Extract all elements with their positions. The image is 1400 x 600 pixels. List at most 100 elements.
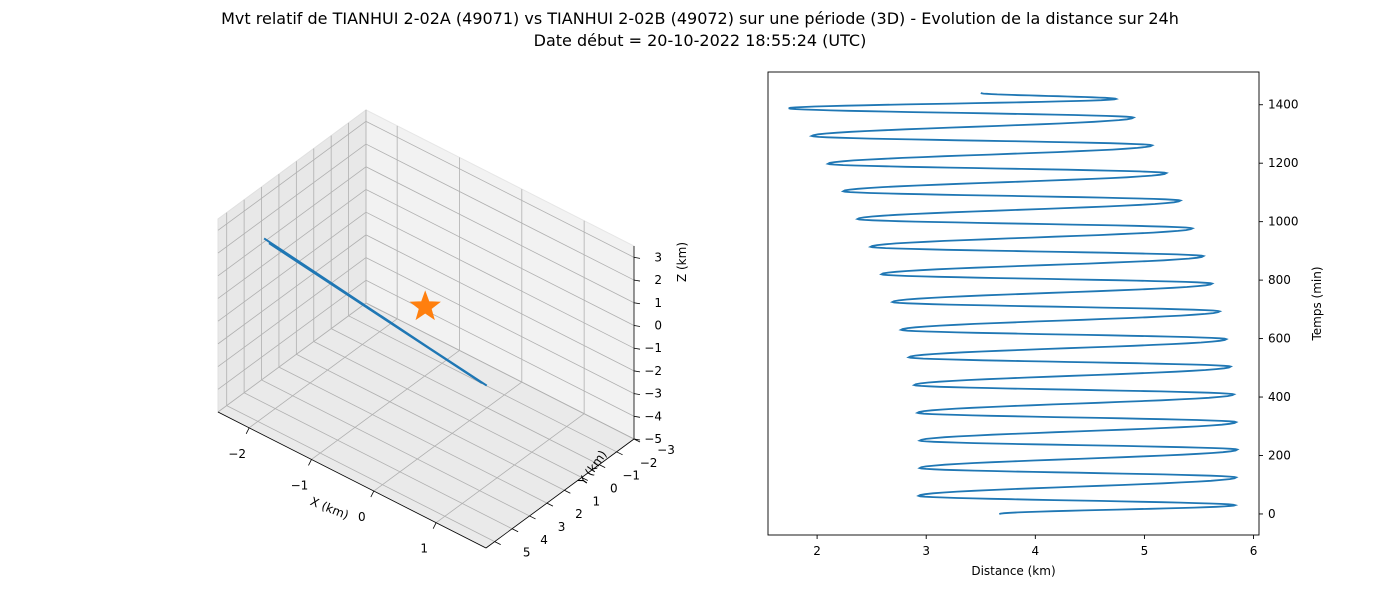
- grid-floor-y: [313, 341, 582, 478]
- y-tick-label: 400: [1268, 390, 1291, 404]
- x-tick-label: 6: [1250, 544, 1258, 558]
- y-tick-label: −1: [622, 469, 640, 483]
- title-line-2: Date début = 20-10-2022 18:55:24 (UTC): [533, 31, 867, 50]
- grid-back-z: [365, 189, 635, 326]
- x-tick-label: 1: [420, 542, 428, 556]
- z-tick: [633, 256, 641, 259]
- grid-back-z: [365, 302, 635, 440]
- grid-back-z: [365, 143, 635, 281]
- x-tick-label: 0: [358, 510, 366, 524]
- grid-left-z: [217, 211, 367, 322]
- x-tick-label: −2: [228, 447, 246, 461]
- grid-floor-y: [296, 353, 565, 491]
- x-axis-label: Distance (km): [971, 564, 1055, 578]
- z-tick-label: 2: [654, 273, 662, 287]
- grid-back-z: [365, 120, 635, 258]
- z-tick-label: 0: [654, 318, 662, 332]
- z-tick-label: −2: [644, 364, 662, 378]
- x-tick: [245, 427, 250, 434]
- z-tick: [633, 393, 641, 395]
- x-axis-label: X (km): [308, 494, 350, 522]
- y-tick: [581, 477, 588, 481]
- title-line-1: Mvt relatif de TIANHUI 2-02A (49071) vs …: [221, 9, 1179, 28]
- z-tick: [633, 347, 641, 350]
- x-tick-label: 4: [1032, 544, 1040, 558]
- y-tick-label: 600: [1268, 332, 1291, 346]
- y-tick: [494, 541, 501, 545]
- grid-floor-y: [278, 366, 548, 504]
- grid-left-z: [217, 189, 367, 299]
- x-axis-line: [217, 411, 487, 549]
- z-tick-label: 3: [654, 250, 662, 264]
- y-tick-label: 3: [558, 520, 566, 534]
- x-tick: [370, 490, 375, 498]
- x-tick: [308, 459, 312, 466]
- grid-floor-x: [311, 350, 460, 460]
- grid-left-z: [217, 166, 367, 277]
- x-tick-label: 2: [813, 544, 821, 558]
- star-marker: [409, 290, 441, 321]
- y-tick: [598, 464, 606, 469]
- grid-left-z: [217, 279, 367, 390]
- y-tick-label: −3: [657, 443, 675, 457]
- z-tick: [633, 279, 641, 282]
- z-tick-label: 1: [654, 296, 662, 310]
- grid-back-z: [365, 257, 635, 394]
- y-axis-line: [485, 438, 635, 549]
- grid-back-z: [365, 279, 635, 417]
- y-tick-label: 1: [593, 494, 601, 508]
- plot-frame: [767, 71, 1260, 536]
- y-tick-label: 1000: [1268, 215, 1299, 229]
- z-tick: [633, 415, 641, 418]
- y-tick-label: 1200: [1268, 156, 1299, 170]
- grid-left-z: [217, 121, 367, 231]
- y-tick: [511, 528, 519, 533]
- z-axis-label: Z (km): [675, 242, 689, 282]
- x-tick: [432, 522, 437, 529]
- y-tick-label: 200: [1268, 448, 1291, 462]
- y-tick: [564, 489, 571, 494]
- grid-left-z: [217, 302, 367, 413]
- grid-floor-y: [243, 392, 513, 530]
- grid-back-z: [365, 211, 635, 349]
- y-tick-label: 4: [540, 533, 548, 547]
- y-tick-label: 0: [610, 481, 618, 495]
- trajectory-line-0: [263, 237, 488, 387]
- y-tick-label: 0: [1268, 507, 1276, 521]
- z-tick: [633, 302, 641, 305]
- z-tick-label: −1: [644, 341, 662, 355]
- y-axis-label: Temps (min): [1310, 266, 1324, 341]
- z-tick-label: −4: [644, 409, 662, 423]
- grid-floor-x: [248, 318, 398, 429]
- y-tick: [529, 515, 536, 520]
- y-tick: [546, 502, 554, 507]
- y-tick-label: −2: [640, 456, 658, 470]
- y-tick-label: 2: [575, 507, 583, 521]
- z-tick-label: −5: [644, 432, 662, 446]
- grid-floor-x: [373, 381, 523, 492]
- plot-distance-time: 2 3 4 5 6 0 200 400 600 800 1000 1200 1400 Distance (…: [767, 71, 1324, 578]
- y-tick: [616, 451, 623, 456]
- figure-title: Mvt relatif de TIANHUI 2-02A (49071) vs …: [0, 8, 1400, 52]
- x-tick-label: 5: [1141, 544, 1149, 558]
- x-tick-label: 3: [922, 544, 930, 558]
- grid-left-z: [217, 143, 367, 254]
- grid-back-z: [365, 234, 635, 372]
- z-tick: [633, 325, 641, 327]
- grid-left-z: [217, 234, 367, 345]
- z-tick: [633, 370, 641, 373]
- y-tick-label: 5: [523, 546, 531, 560]
- z-tick: [633, 438, 641, 441]
- x-tick-label: −1: [291, 478, 309, 492]
- distance-curve: [788, 92, 1240, 515]
- grid-back-z: [365, 166, 635, 304]
- grid-floor-y: [330, 328, 600, 466]
- grid-left-z: [217, 257, 367, 367]
- grid-floor-y: [226, 405, 495, 542]
- grid-floor-y: [261, 379, 530, 517]
- grid-floor-x: [435, 413, 585, 524]
- y-tick-label: 1400: [1268, 98, 1299, 112]
- y-tick-label: 800: [1268, 273, 1291, 287]
